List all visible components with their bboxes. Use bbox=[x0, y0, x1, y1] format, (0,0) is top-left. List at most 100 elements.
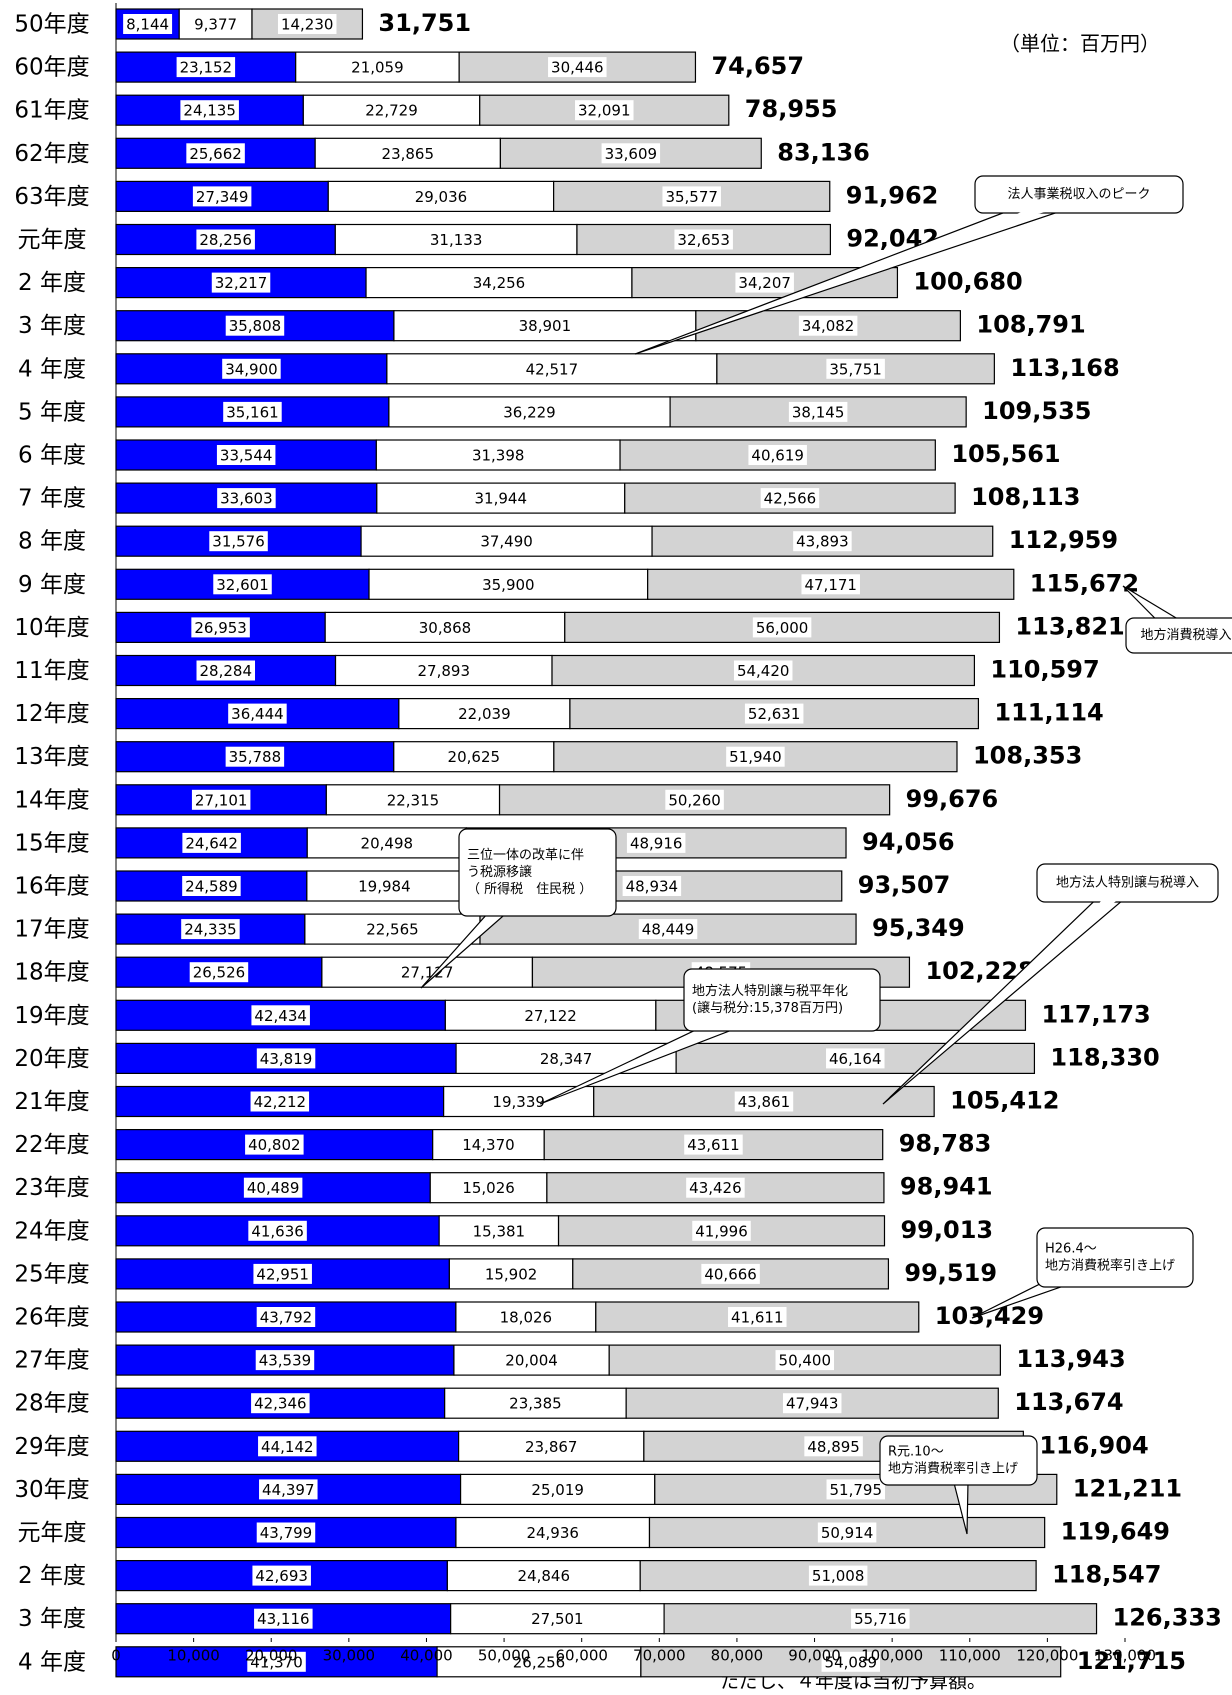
data-label: 42,951 bbox=[256, 1265, 309, 1283]
category-label: 10年度 bbox=[14, 615, 89, 641]
data-label: 43,611 bbox=[687, 1136, 740, 1154]
data-label-bg bbox=[775, 1350, 835, 1371]
data-label: 31,398 bbox=[472, 447, 525, 465]
data-label: 44,397 bbox=[262, 1481, 315, 1499]
data-label: 50,400 bbox=[779, 1352, 832, 1370]
data-label: 41,636 bbox=[251, 1222, 304, 1240]
data-label-bg bbox=[383, 789, 443, 810]
data-label-bg bbox=[459, 1134, 518, 1155]
total-label: 110,597 bbox=[990, 656, 1099, 684]
data-label-bg bbox=[536, 1048, 596, 1069]
data-label-bg bbox=[674, 229, 733, 250]
total-label: 121,715 bbox=[1077, 1647, 1186, 1675]
data-label-bg bbox=[248, 1220, 307, 1241]
total-label: 118,330 bbox=[1050, 1043, 1159, 1071]
data-label-bg bbox=[804, 1436, 863, 1457]
data-label: 48,895 bbox=[807, 1438, 860, 1456]
data-label: 27,501 bbox=[531, 1610, 584, 1628]
data-label-bg bbox=[459, 1177, 518, 1198]
total-label: 105,561 bbox=[951, 440, 1060, 468]
data-label-bg bbox=[502, 1350, 561, 1371]
data-label: 9,377 bbox=[194, 16, 237, 34]
data-label: 43,426 bbox=[689, 1179, 742, 1197]
data-label: 19,984 bbox=[358, 878, 411, 896]
data-label-bg bbox=[225, 315, 285, 336]
data-label-bg bbox=[182, 876, 241, 896]
data-label-bg bbox=[469, 272, 529, 293]
data-label-bg bbox=[744, 703, 804, 724]
data-label: 40,619 bbox=[751, 447, 804, 465]
data-label: 42,434 bbox=[254, 1007, 307, 1025]
category-label: 7 年度 bbox=[18, 486, 86, 512]
data-label-bg bbox=[426, 229, 486, 250]
data-label: 31,133 bbox=[430, 231, 483, 249]
x-tick-label: 40,000 bbox=[400, 1647, 453, 1665]
category-label: 20年度 bbox=[14, 1046, 89, 1072]
data-label-bg bbox=[733, 660, 793, 681]
data-label-bg bbox=[211, 272, 271, 293]
data-label: 19,339 bbox=[492, 1093, 545, 1111]
data-label-bg bbox=[414, 660, 474, 681]
total-label: 126,333 bbox=[1113, 1604, 1222, 1632]
category-label: 3 年度 bbox=[18, 1606, 86, 1632]
data-label-bg bbox=[181, 919, 240, 940]
data-label: 23,152 bbox=[180, 59, 233, 77]
total-label: 83,136 bbox=[777, 138, 870, 166]
annotation: う税源移譲 bbox=[467, 864, 532, 880]
data-label-bg bbox=[638, 919, 698, 940]
data-label: 22,729 bbox=[365, 102, 418, 120]
category-label: 21年度 bbox=[14, 1089, 89, 1115]
category-label: 22年度 bbox=[14, 1132, 89, 1158]
annotation: 地方消費税率引き上げ bbox=[1045, 1258, 1175, 1274]
data-label: 35,161 bbox=[226, 403, 279, 421]
data-label: 51,795 bbox=[830, 1481, 883, 1499]
category-label: 28年度 bbox=[14, 1391, 89, 1417]
data-label: 38,901 bbox=[519, 317, 572, 335]
data-label-bg bbox=[176, 57, 236, 78]
data-label: 43,539 bbox=[259, 1352, 312, 1370]
data-label: 20,004 bbox=[505, 1352, 558, 1370]
data-label-bg bbox=[256, 1307, 316, 1327]
data-label: 37,490 bbox=[480, 533, 533, 551]
data-label-bg bbox=[626, 832, 686, 853]
total-label: 94,056 bbox=[862, 828, 955, 856]
data-label: 40,489 bbox=[247, 1179, 300, 1197]
annotation: R元.10～ bbox=[888, 1445, 944, 1460]
data-label-bg bbox=[726, 746, 785, 767]
data-label-bg bbox=[735, 272, 794, 293]
data-label: 22,039 bbox=[458, 705, 511, 723]
data-label-bg bbox=[191, 617, 250, 638]
data-label-bg bbox=[378, 143, 438, 164]
category-label: 23年度 bbox=[14, 1175, 89, 1201]
data-label: 26,256 bbox=[513, 1653, 566, 1671]
data-label-bg bbox=[223, 401, 282, 422]
data-label: 20,498 bbox=[361, 834, 414, 852]
data-label: 42,517 bbox=[526, 360, 579, 378]
data-label: 14,230 bbox=[281, 16, 334, 34]
category-label: 17年度 bbox=[14, 917, 89, 943]
data-label: 35,751 bbox=[829, 360, 882, 378]
x-tick-label: 20,000 bbox=[245, 1647, 298, 1665]
data-label-bg bbox=[734, 1091, 794, 1112]
callout-join bbox=[950, 1459, 967, 1476]
category-label: 60年度 bbox=[14, 55, 89, 81]
total-label: 78,955 bbox=[745, 95, 838, 123]
data-label: 34,256 bbox=[473, 274, 526, 292]
data-label: 40,666 bbox=[704, 1265, 757, 1283]
data-label-bg bbox=[817, 1522, 877, 1543]
data-label-bg bbox=[217, 488, 276, 509]
total-label: 99,013 bbox=[900, 1216, 993, 1244]
total-label: 116,904 bbox=[1039, 1431, 1148, 1459]
data-label: 27,893 bbox=[418, 662, 471, 680]
data-label: 22,565 bbox=[366, 921, 419, 939]
data-label: 24,135 bbox=[183, 102, 236, 120]
annotation: 地方消費税率引き上げ bbox=[888, 1461, 1018, 1477]
data-label: 26,526 bbox=[193, 964, 246, 982]
data-label-bg bbox=[575, 100, 634, 121]
data-label-bg bbox=[252, 1565, 311, 1586]
total-label: 113,943 bbox=[1016, 1345, 1125, 1373]
data-label: 28,284 bbox=[200, 662, 253, 680]
callout-join bbox=[1078, 876, 1134, 928]
data-label: 52,631 bbox=[748, 705, 801, 723]
x-tick-label: 60,000 bbox=[555, 1647, 608, 1665]
